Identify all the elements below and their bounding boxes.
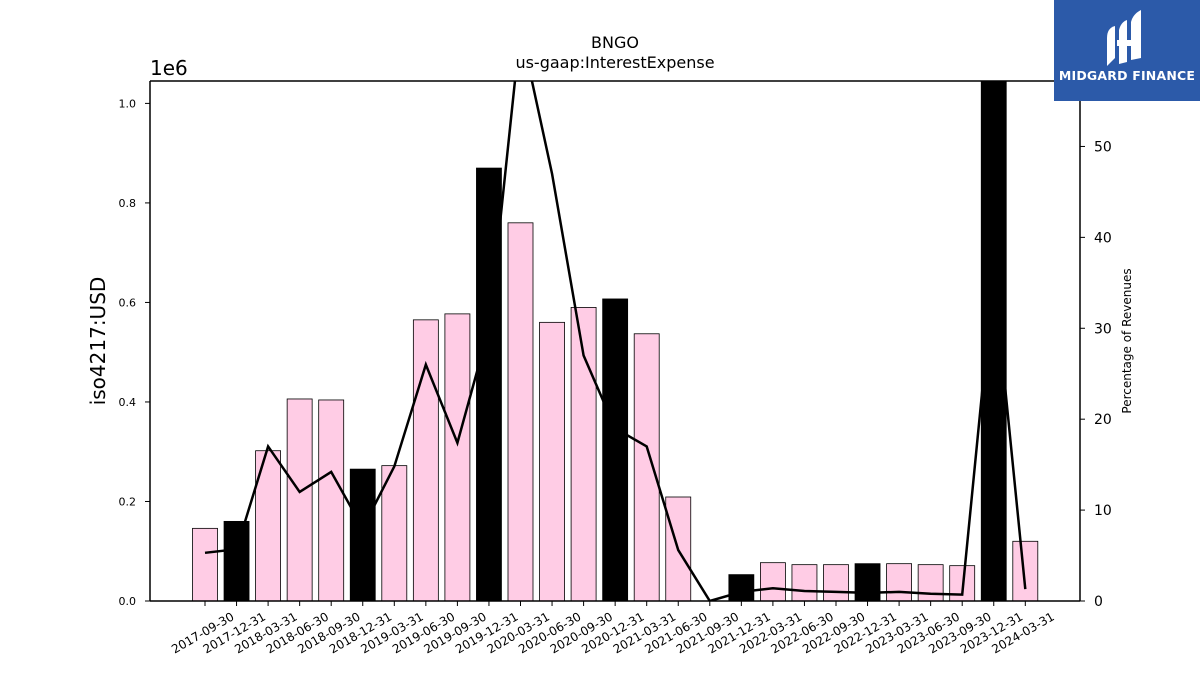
y-axis-offset-label: 1e6: [150, 56, 188, 80]
bar-2020-03-31: [507, 222, 534, 602]
percentage-line: [204, 81, 1027, 601]
bar-2024-03-31: [1012, 540, 1039, 602]
bar-2022-03-31: [760, 562, 786, 602]
y-tick-label: 1.0: [119, 97, 137, 110]
y2-tick-label: 0: [1094, 594, 1103, 610]
logo-text: MIDGARD FINANCE: [1058, 68, 1196, 83]
bar-2022-12-31: [854, 563, 881, 602]
bar-2017-09-30: [192, 527, 218, 602]
y2-tick-label: 20: [1094, 412, 1112, 428]
bar-2018-12-31: [349, 468, 376, 602]
y2-tick-label: 30: [1094, 321, 1112, 337]
bar-2023-03-31: [886, 563, 912, 602]
bars-group: [192, 80, 1039, 602]
bar-2017-12-31: [223, 520, 250, 602]
midgard-logo-icon: [1107, 10, 1141, 66]
bar-2023-12-31: [980, 80, 1007, 602]
bar-2021-12-31: [728, 574, 755, 602]
bar-2021-03-31: [633, 333, 660, 602]
midgard-finance-logo: MIDGARD FINANCE: [1054, 0, 1200, 101]
bar-2022-09-30: [823, 564, 849, 602]
line-group: [204, 81, 1027, 601]
y2-tick-label: 10: [1094, 503, 1112, 519]
y2-ticks-group: 0 10 20 30 40 50: [1080, 139, 1112, 610]
y2-tick-label: 40: [1094, 230, 1112, 246]
y2-tick-label: 50: [1094, 139, 1112, 155]
bar-2020-06-30: [539, 321, 565, 602]
bar-2018-06-30: [286, 398, 313, 602]
bar-2019-09-30: [444, 313, 471, 602]
y-ticks-group: 0.0 0.2 0.4 0.6 0.8 1.0: [119, 97, 150, 608]
y-tick-label: 0.2: [119, 495, 137, 508]
bar-2019-12-31: [476, 167, 502, 602]
y-tick-label: 0.0: [119, 595, 137, 608]
y-tick-label: 0.8: [119, 197, 137, 210]
y-axis-label: iso4217:USD: [86, 277, 110, 406]
chart-subtitle: us-gaap:InterestExpense: [515, 53, 714, 72]
y2-axis-label: Percentage of Revenues: [1120, 268, 1134, 413]
y-tick-label: 0.4: [119, 396, 137, 409]
y-tick-label: 0.6: [119, 296, 137, 309]
bar-2020-12-31: [602, 298, 629, 602]
bar-2019-03-31: [381, 465, 408, 602]
bar-2020-09-30: [570, 307, 597, 602]
chart-title: BNGO: [591, 33, 639, 52]
x-ticks-group: 2017-09-302017-12-312018-03-312018-06-30…: [169, 601, 1057, 656]
bar-2023-06-30: [917, 564, 944, 602]
bar-2022-06-30: [791, 564, 818, 602]
bar-2018-09-30: [318, 399, 345, 602]
